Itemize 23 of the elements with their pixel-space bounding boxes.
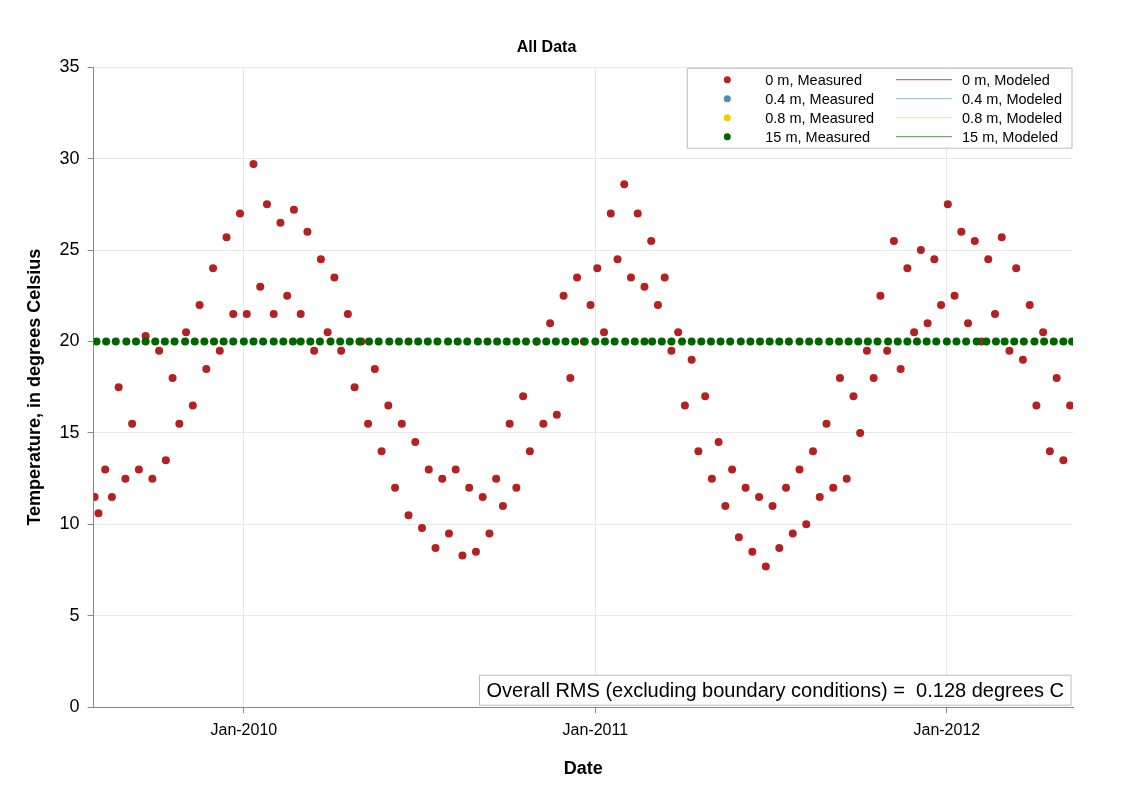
y-tick-label: 25 <box>59 239 80 260</box>
x-tick-label: Jan-2010 <box>210 721 278 739</box>
y-tick-label: 30 <box>59 147 80 168</box>
y-tick-label: 0 <box>69 696 80 717</box>
legend-label: 15 m, Modeled <box>962 128 1058 145</box>
x-tick-label: Jan-2011 <box>562 721 629 739</box>
legend-label: 0.8 m, Measured <box>765 109 875 126</box>
y-tick-label: 5 <box>69 604 80 625</box>
y-tick-label: 35 <box>59 56 80 77</box>
legend-label: 0.4 m, Modeled <box>962 90 1063 107</box>
legend-label: 0 m, Measured <box>765 71 862 88</box>
annotation: Overall RMS (excluding boundary conditions) = 0.128 degrees C <box>486 678 1064 701</box>
y-tick-label: 15 <box>59 421 80 442</box>
legend-label: 15 m, Measured <box>765 128 871 145</box>
legend-label: 0 m, Modeled <box>962 71 1050 88</box>
legend-label: 0.4 m, Measured <box>765 90 875 107</box>
x-axis-title: Date <box>563 758 603 779</box>
y-axis-title: Temperature, in degrees Celsius <box>23 248 44 526</box>
y-tick-label: 20 <box>59 330 80 351</box>
chart-title: All Data <box>516 38 577 56</box>
x-tick-label: Jan-2012 <box>913 721 981 739</box>
legend-label: 0.8 m, Modeled <box>962 109 1063 126</box>
y-tick-label: 10 <box>59 513 80 534</box>
